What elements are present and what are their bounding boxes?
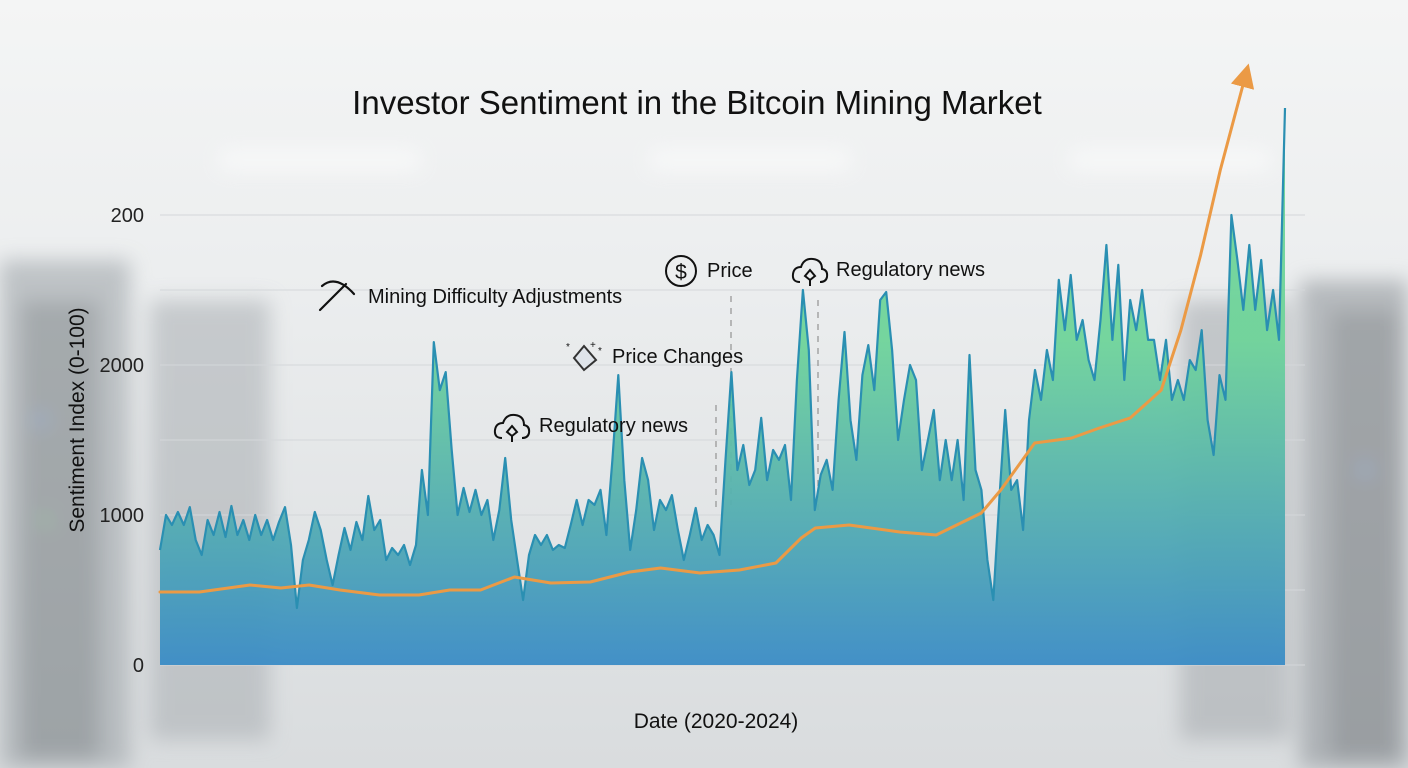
annotation-mining-difficulty: Mining Difficulty Adjustments <box>318 280 622 312</box>
cloud-upload-icon <box>493 413 531 442</box>
svg-text:$: $ <box>675 261 687 284</box>
sentiment-line <box>158 107 1287 610</box>
dollar-circle-icon: $ <box>665 255 697 287</box>
cloud-upload-icon <box>791 257 829 286</box>
annotation-label: Price Changes <box>612 346 743 368</box>
y-axis-label: Sentiment Index (0-100) <box>66 307 89 532</box>
sparkle-diamond-icon: * + * <box>566 340 602 372</box>
annotation-label: Price <box>707 260 753 282</box>
annotation-price: $ Price <box>665 255 753 287</box>
annotation-regulatory-news-bottom: Regulatory news <box>493 413 688 442</box>
y-tick-label: 200 <box>111 205 144 227</box>
trend-line <box>158 63 1255 597</box>
y-tick-label: 0 <box>133 655 144 677</box>
sentiment-area <box>160 108 1285 665</box>
svg-text:*: * <box>566 342 570 353</box>
annotation-regulatory-news-top: Regulatory news <box>791 257 985 286</box>
svg-text:*: * <box>598 346 602 357</box>
pickaxe-icon <box>318 280 356 312</box>
svg-text:+: + <box>590 340 596 351</box>
event-markers <box>715 296 819 510</box>
x-axis-label: Date (2020-2024) <box>634 710 799 733</box>
annotation-price-changes: * + * Price Changes <box>566 340 743 372</box>
chart-title: Investor Sentiment in the Bitcoin Mining… <box>352 84 1042 121</box>
y-tick-label: 2000 <box>100 355 145 377</box>
annotation-label: Mining Difficulty Adjustments <box>368 286 622 308</box>
y-tick-label: 1000 <box>100 505 145 527</box>
annotation-label: Regulatory news <box>539 415 688 437</box>
y-axis-ticks: 0 1000 2000 200 <box>100 205 145 677</box>
annotation-label: Regulatory news <box>836 259 985 281</box>
